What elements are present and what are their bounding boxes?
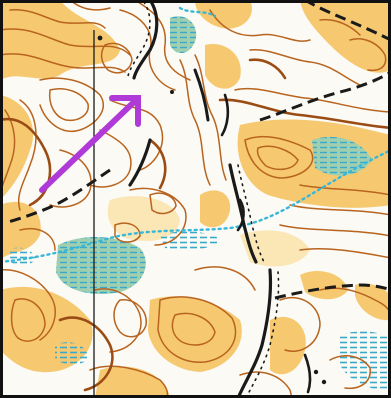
contour-line (194, 54, 227, 181)
cliff (236, 198, 245, 232)
open-land-area (300, 0, 391, 73)
contour-line (0, 53, 126, 73)
track-line (304, 0, 391, 42)
arrow-shaft (39, 99, 137, 193)
arrow-head (109, 95, 141, 127)
stream-line (0, 148, 391, 264)
index-contour (248, 58, 287, 80)
contour-line (149, 192, 177, 215)
index-contour (0, 117, 52, 207)
vegetation-area (312, 136, 372, 176)
open-land-area (0, 0, 120, 80)
rough-open-area (107, 196, 180, 241)
contour-line (19, 228, 56, 251)
vegetation-area (170, 16, 197, 54)
stream-line (178, 6, 217, 18)
open-land-area (0, 95, 34, 200)
contour-line (234, 87, 391, 113)
boulder (321, 379, 327, 385)
index-contour (148, 138, 167, 190)
marsh-area (55, 342, 88, 365)
contour-line (194, 266, 256, 291)
open-land-area (270, 316, 306, 375)
vegetation-areas (56, 16, 372, 294)
cliff-tags (127, 1, 151, 77)
point-features (97, 35, 327, 385)
contour-line (39, 77, 104, 133)
contour-line (129, 187, 187, 246)
course-arrow (39, 95, 141, 193)
cliff-tags (245, 271, 280, 398)
contour-line (239, 371, 293, 398)
contour-line (48, 88, 89, 122)
contour-line (279, 296, 321, 352)
index-contour (58, 316, 114, 392)
contour-line (244, 136, 314, 179)
contour-line (94, 288, 142, 353)
marsh-area (160, 231, 222, 250)
open-land-area (355, 283, 391, 321)
contour-line (256, 145, 299, 171)
cliffs (127, 0, 312, 398)
contour-line (100, 42, 133, 74)
rough-open-areas (107, 196, 310, 267)
contour-line (89, 129, 132, 188)
contour-line (319, 18, 361, 36)
open-land-area (237, 119, 391, 208)
contour-line (299, 247, 391, 259)
open-land-area (205, 44, 241, 89)
contour-line (349, 38, 387, 72)
marsh-area (340, 331, 391, 391)
open-land-area (200, 190, 231, 228)
contour-line (18, 99, 37, 211)
contour-line (279, 224, 391, 237)
cliff (220, 93, 230, 137)
boulder (97, 35, 103, 41)
track-line (259, 70, 391, 122)
contour-line (0, 269, 56, 341)
cliff (228, 163, 258, 264)
boulder (170, 90, 174, 94)
cliff (236, 268, 273, 398)
contour-line (299, 184, 391, 196)
open-land-area (95, 366, 170, 398)
contour-line (10, 298, 46, 342)
contour-line (0, 28, 131, 56)
open-land-area (195, 0, 252, 29)
cliff (193, 68, 210, 122)
track-line (274, 283, 391, 300)
vegetation-area (56, 236, 146, 294)
contour-line (249, 49, 361, 86)
contour-line (209, 9, 311, 42)
cliff (128, 138, 152, 187)
track (7, 0, 391, 300)
contour-line (329, 355, 371, 390)
rough-open-area (240, 230, 310, 267)
contour-line (9, 9, 106, 29)
contour-line (289, 204, 391, 216)
stream (0, 6, 391, 264)
contour-line (179, 59, 211, 186)
contour-line (171, 312, 216, 346)
index-contours (0, 58, 391, 392)
contour-line (113, 299, 147, 338)
index-contour (218, 98, 391, 130)
boulder (313, 369, 319, 375)
cliff (132, 0, 159, 80)
contour-line (157, 296, 237, 363)
open-land-area (300, 270, 348, 300)
contour-line (114, 222, 141, 243)
cliff (303, 353, 312, 394)
